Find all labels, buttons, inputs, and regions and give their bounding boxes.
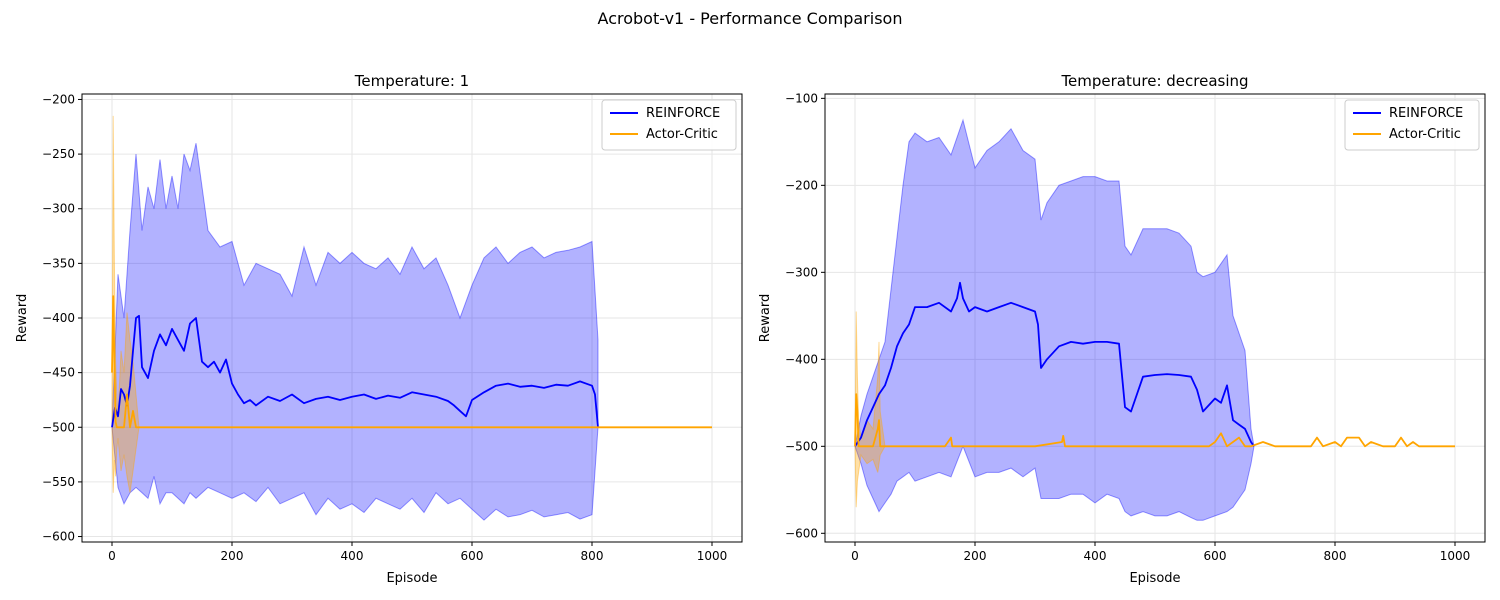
- x-tick-label: 1000: [697, 549, 728, 563]
- plot-area: [111, 115, 712, 521]
- band-reinforce: [111, 143, 599, 521]
- series-line-actor-critic: [111, 295, 712, 429]
- y-tick-label: −250: [42, 147, 75, 161]
- y-tick-label: −600: [42, 530, 75, 544]
- legend-label: REINFORCE: [1389, 106, 1463, 121]
- legend: REINFORCE Actor-Critic: [601, 99, 737, 151]
- plot-area: [854, 118, 1455, 521]
- x-tick-label: 200: [221, 549, 244, 563]
- chart-temperature-1: 0 200 400 600 800 1000 −600 −550 −500 −450 −400 −35…: [15, 72, 743, 586]
- legend-label: REINFORCE: [646, 106, 720, 121]
- y-tick-label: −500: [785, 439, 818, 453]
- y-axis-label: Reward: [15, 294, 30, 342]
- x-axis-label: Episode: [386, 571, 437, 586]
- y-tick-label: −400: [785, 352, 818, 366]
- series-line-reinforce: [111, 314, 599, 428]
- chart-title: Temperature: decreasing: [1060, 72, 1248, 90]
- plot-frame: [824, 93, 1486, 543]
- x-tick-label: 800: [1324, 549, 1347, 563]
- figure-suptitle: Acrobot-v1 - Performance Comparison: [597, 9, 903, 28]
- y-tick-label: −500: [42, 420, 75, 434]
- y-tick-label: −400: [42, 311, 75, 325]
- x-tick-label: 800: [581, 549, 604, 563]
- chart-temperature-decreasing: 0 200 400 600 800 1000 −600 −500 −400 −300 −200 −10…: [758, 72, 1486, 586]
- series-line-reinforce: [854, 281, 1255, 447]
- y-tick-label: −300: [785, 265, 818, 279]
- series-line-actor-critic: [854, 393, 1455, 448]
- chart-title: Temperature: 1: [354, 72, 469, 90]
- y-tick-label: −200: [42, 92, 75, 106]
- x-tick-label: 400: [1084, 549, 1107, 563]
- y-tick-label: −200: [785, 178, 818, 192]
- y-tick-label: −450: [42, 366, 75, 380]
- legend-label: Actor-Critic: [646, 127, 718, 142]
- legend-label: Actor-Critic: [1389, 127, 1461, 142]
- x-tick-label: 600: [1204, 549, 1227, 563]
- y-tick-label: −550: [42, 475, 75, 489]
- y-tick-label: −300: [42, 202, 75, 216]
- y-tick-label: −350: [42, 256, 75, 270]
- x-tick-label: 0: [108, 549, 116, 563]
- x-tick-label: 0: [851, 549, 859, 563]
- legend: REINFORCE Actor-Critic: [1344, 99, 1480, 151]
- y-tick-label: −100: [785, 91, 818, 105]
- band-reinforce: [854, 118, 1255, 521]
- x-tick-label: 400: [341, 549, 364, 563]
- y-axis-label: Reward: [758, 294, 773, 342]
- y-tick-label: −600: [785, 526, 818, 540]
- x-axis-label: Episode: [1129, 571, 1180, 586]
- x-tick-label: 600: [461, 549, 484, 563]
- x-tick-label: 1000: [1440, 549, 1471, 563]
- x-tick-label: 200: [964, 549, 987, 563]
